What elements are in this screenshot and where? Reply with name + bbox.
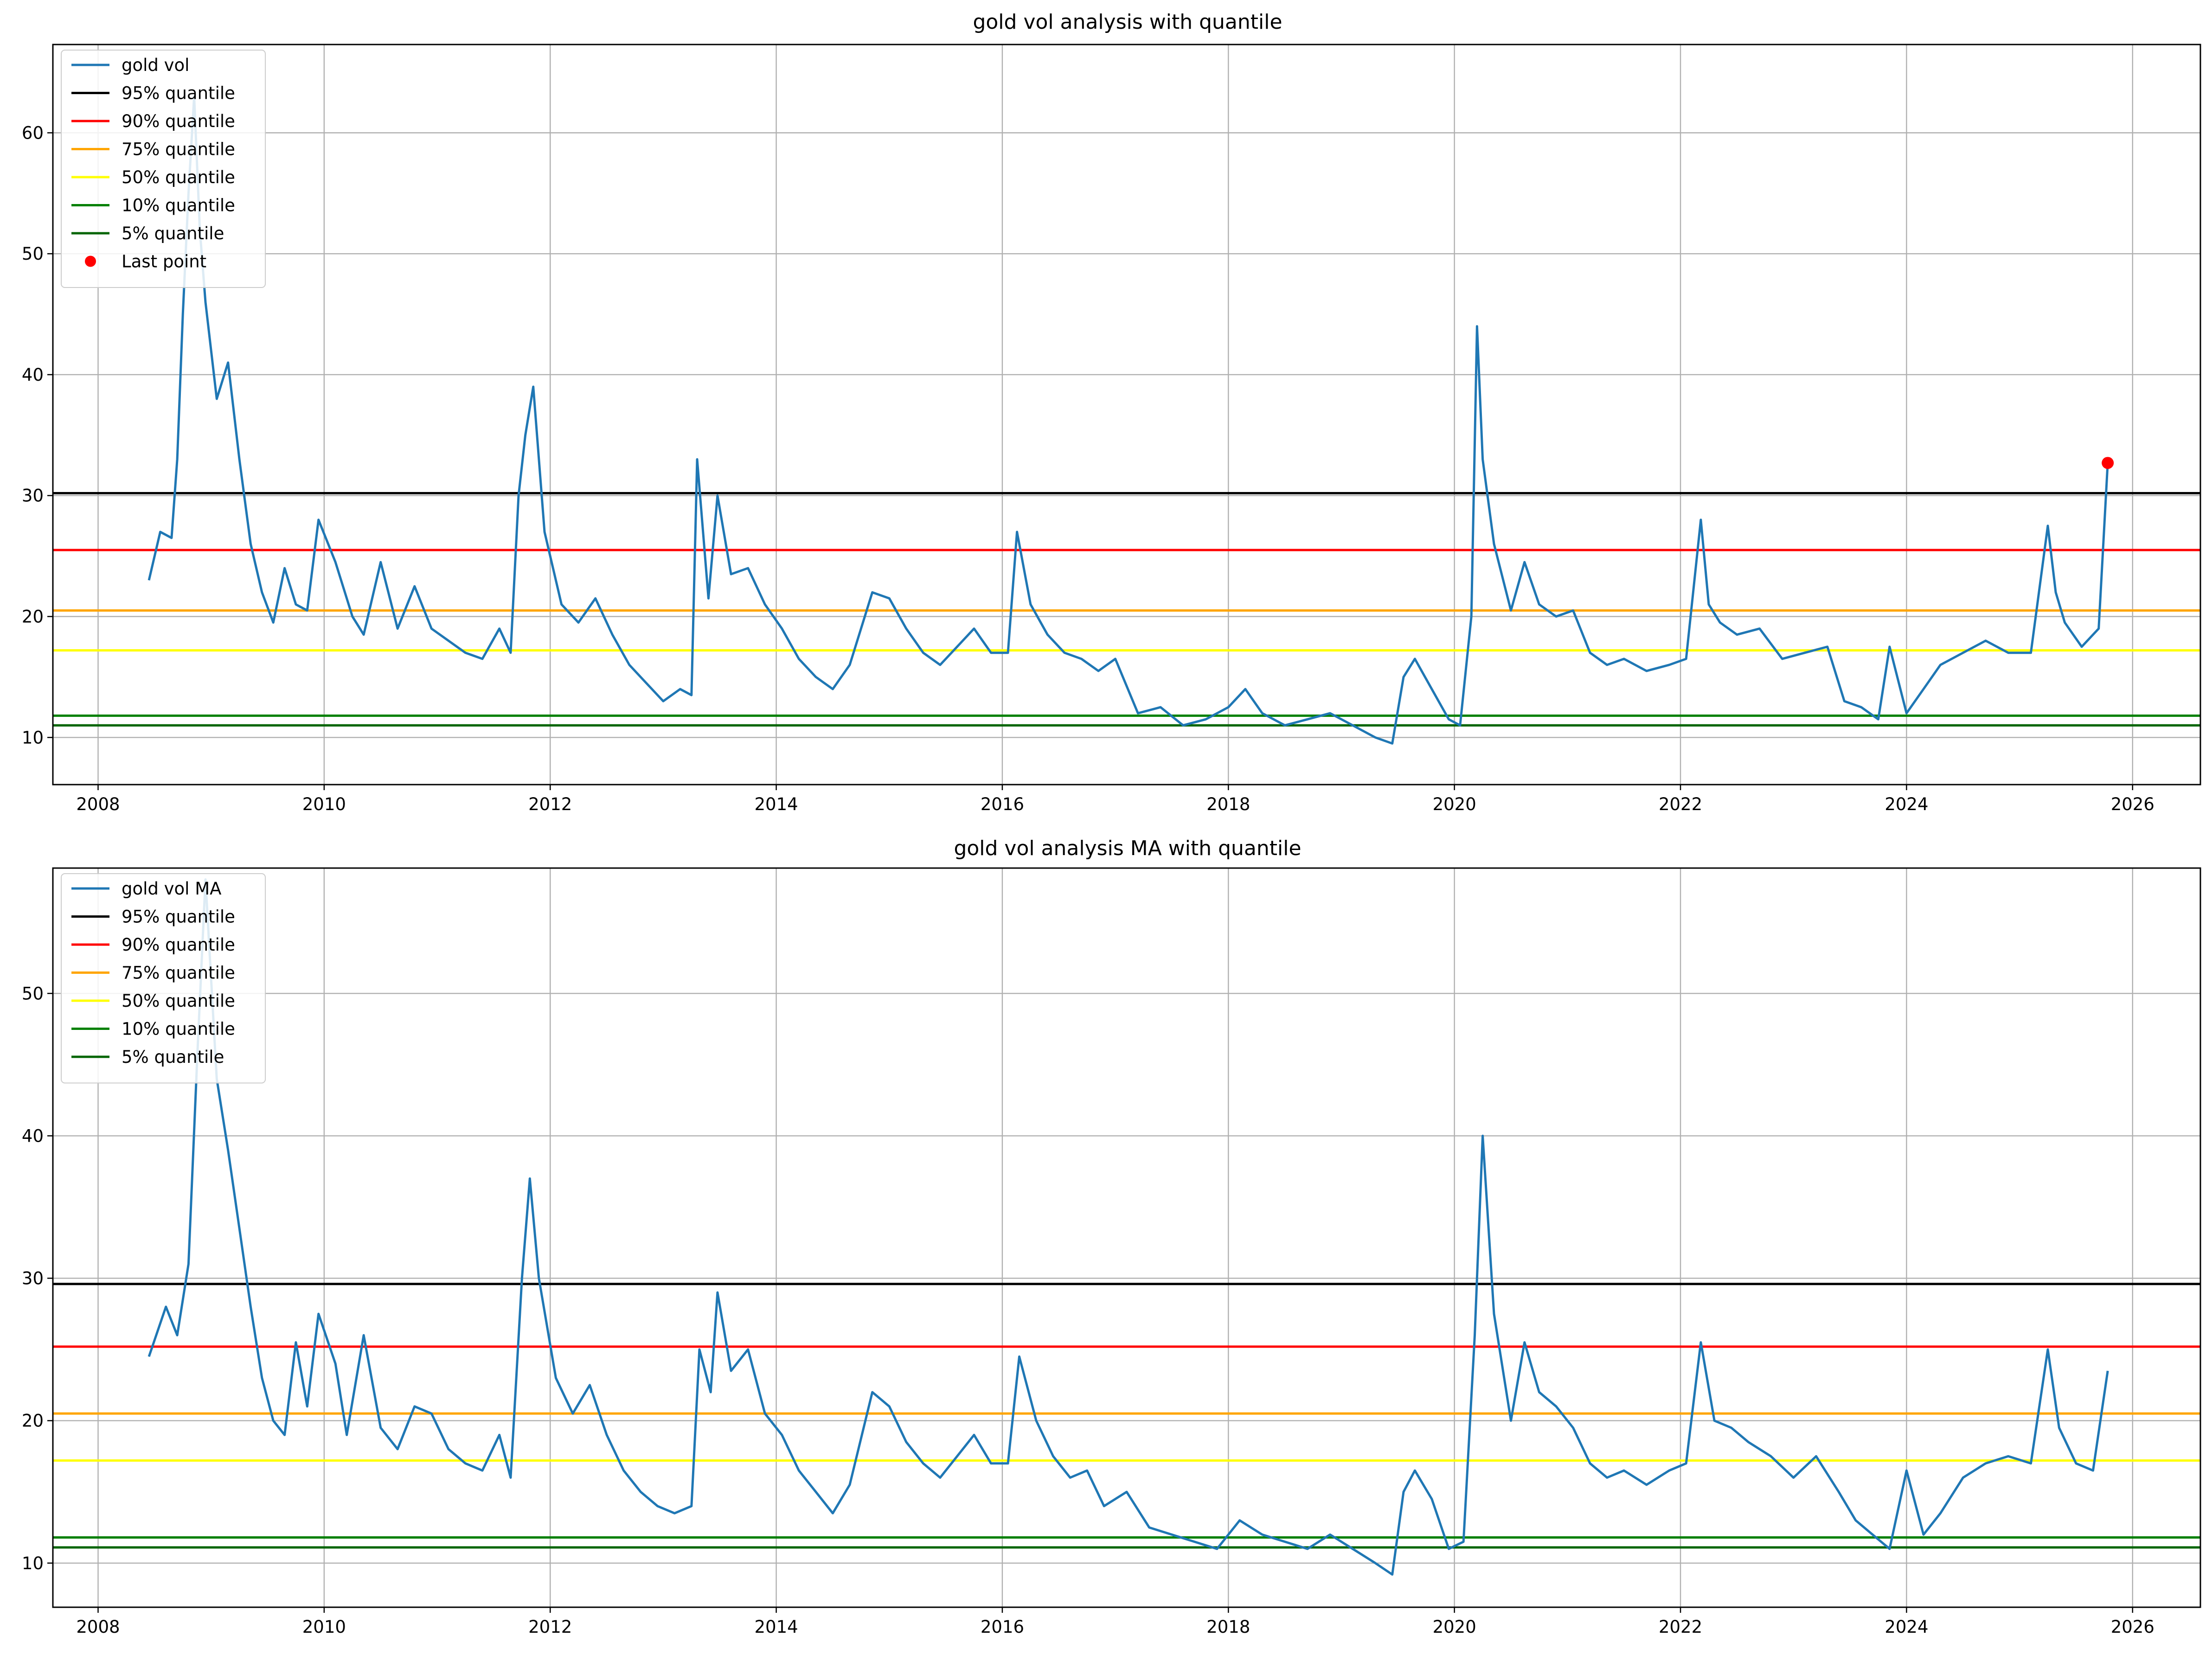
legend-label: 90% quantile (122, 111, 235, 131)
series-line (147, 95, 2109, 745)
legend-label: Last point (122, 252, 206, 272)
y-tick-label: 50 (22, 984, 44, 1003)
x-tick-label: 2024 (1885, 794, 1928, 814)
x-tick-label: 2008 (76, 794, 120, 814)
legend-label: 50% quantile (122, 167, 235, 187)
y-tick-label: 30 (22, 1269, 44, 1289)
chart-top-legend: gold vol 95% quantile 90% quantile 75% quan… (61, 50, 266, 288)
legend-box (61, 873, 266, 1084)
x-tick-label: 2018 (1206, 1617, 1250, 1637)
x-tick-label: 2018 (1206, 794, 1250, 814)
legend-label: 75% quantile (122, 963, 235, 983)
chart-bottom: gold vol analysis MA with quantile 2008 2… (22, 837, 2201, 1637)
legend-label: 10% quantile (122, 1019, 235, 1039)
legend-label: 90% quantile (122, 935, 235, 955)
chart-top: gold vol analysis with quantile 2008 2010… (22, 10, 2201, 814)
x-tick-label: 2016 (981, 1617, 1024, 1637)
x-tick-label: 2012 (528, 1617, 572, 1637)
chart-bottom-plot: 2008 2010 2012 2014 2016 2018 2020 2022 2024 2026… (22, 868, 2200, 1637)
chart-bottom-title: gold vol analysis MA with quantile (954, 837, 1301, 860)
chart-top-plot: 2008 2010 2012 2014 2016 2018 2020 2022 2024 2026… (22, 45, 2200, 814)
y-tick-label: 40 (22, 365, 44, 385)
legend-label: gold vol (122, 55, 189, 75)
chart-top-title: gold vol analysis with quantile (973, 10, 1282, 34)
x-tick-label: 2016 (981, 794, 1024, 814)
series-line (147, 878, 2109, 1576)
x-tick-label: 2020 (1433, 1617, 1476, 1637)
x-tick-label: 2010 (302, 794, 346, 814)
y-tick-label: 10 (22, 728, 44, 748)
chart-bottom-legend: gold vol MA 95% quantile 90% quantile 75% q… (61, 873, 266, 1084)
chart-bottom-frame (52, 867, 2201, 1608)
y-tick-label: 20 (22, 1411, 44, 1431)
chart-top-frame (52, 44, 2201, 786)
legend-swatch (85, 256, 96, 267)
x-tick-label: 2026 (2111, 794, 2154, 814)
legend-label: 50% quantile (122, 991, 235, 1011)
legend-label: 75% quantile (122, 140, 235, 160)
legend-label: 10% quantile (122, 196, 235, 216)
y-tick-label: 10 (22, 1553, 44, 1573)
x-tick-label: 2020 (1433, 794, 1476, 814)
x-tick-label: 2008 (76, 1617, 120, 1637)
y-tick-label: 60 (22, 123, 44, 143)
x-tick-label: 2010 (302, 1617, 346, 1637)
y-tick-label: 20 (22, 607, 44, 627)
y-tick-label: 30 (22, 486, 44, 506)
x-tick-label: 2014 (754, 794, 798, 814)
legend-label: gold vol MA (122, 879, 221, 899)
legend-label: 95% quantile (122, 907, 235, 927)
legend-box (61, 50, 266, 288)
x-tick-label: 2012 (528, 794, 572, 814)
legend-label: 5% quantile (122, 1047, 224, 1067)
last-point-marker (2102, 457, 2114, 469)
y-tick-label: 50 (22, 244, 44, 264)
x-tick-label: 2022 (1659, 794, 1702, 814)
legend-label: 5% quantile (122, 224, 224, 243)
x-tick-label: 2022 (1659, 1617, 1702, 1637)
legend-label: 95% quantile (122, 83, 235, 103)
x-tick-label: 2024 (1885, 1617, 1928, 1637)
y-tick-label: 40 (22, 1126, 44, 1146)
x-tick-label: 2014 (754, 1617, 798, 1637)
x-tick-label: 2026 (2111, 1617, 2154, 1637)
